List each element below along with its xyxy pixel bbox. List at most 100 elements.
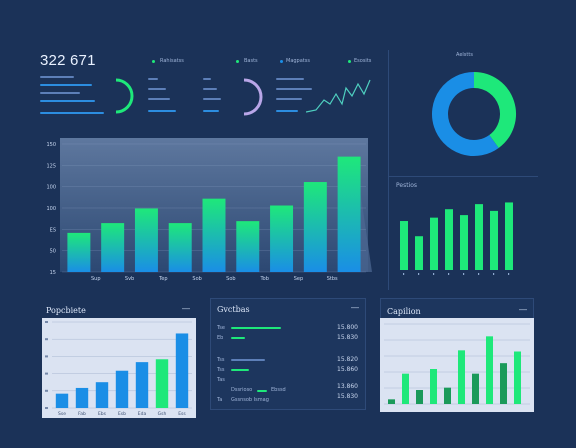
bar	[236, 221, 260, 272]
bottom-left-title: Popcbiete	[46, 306, 86, 315]
y-tick-label	[45, 372, 48, 375]
row-value: 15.830	[337, 393, 358, 400]
bottom-right-bar-chart	[380, 318, 534, 412]
row-label: Ta	[217, 397, 223, 403]
bar	[490, 210, 498, 270]
card-menu-icon[interactable]: —	[351, 303, 359, 312]
card-menu-icon[interactable]: —	[519, 305, 527, 314]
kpi-value: 322 671	[40, 52, 96, 69]
donut-chart	[432, 72, 516, 156]
bar	[95, 382, 109, 408]
donut-title: Aelstts	[456, 52, 473, 58]
footer-label: Ebssd	[271, 387, 286, 393]
x-tick-label: Svb	[125, 276, 134, 282]
bar	[416, 390, 423, 404]
x-tick-label: Ess	[178, 411, 186, 417]
y-tick-label: 100	[46, 206, 56, 212]
x-tick-label: Sob	[192, 276, 201, 282]
bar	[460, 215, 468, 270]
main-bar-chart: 150 125 100 100 ES 50 15 Sup Svb Tep Sob Sob Tob Sep…	[46, 138, 372, 282]
x-tick-label: Sob	[226, 276, 235, 282]
y-tick-label: 150	[46, 142, 56, 148]
x-tick-mark	[493, 273, 495, 275]
top-card-4: Esosits	[348, 56, 388, 70]
row-value: 15.820	[337, 356, 358, 363]
footer-label: Gssnsob Ismag	[231, 397, 269, 403]
x-tick-mark	[418, 273, 420, 275]
x-tick-label: Sse	[58, 411, 66, 417]
x-tick-label: Stbs	[327, 276, 338, 282]
row-value: 15.800	[337, 324, 358, 331]
bar	[337, 156, 361, 272]
x-tick-label: Sup	[91, 276, 101, 282]
sparkline	[306, 79, 371, 113]
bar	[486, 336, 493, 404]
row-value: 13.860	[337, 383, 358, 390]
card-menu-icon[interactable]: —	[182, 304, 190, 313]
bar	[445, 209, 453, 270]
bar	[202, 198, 226, 272]
bar	[430, 217, 438, 270]
bar	[175, 333, 189, 408]
bar	[135, 362, 149, 408]
divider	[388, 50, 389, 290]
y-tick-label: 15	[50, 270, 56, 276]
row-bar	[231, 337, 245, 339]
top-card-legend: Esosits	[354, 58, 372, 64]
legend-dot	[280, 60, 283, 63]
divider	[388, 176, 538, 177]
x-tick-mark	[508, 273, 510, 275]
bottom-left-bar-chart: Sse Fab Ebs Esb Eda Gsh Ess	[42, 318, 196, 418]
legend-dot	[236, 60, 239, 63]
row-bar	[231, 369, 249, 371]
x-tick-label: Fab	[78, 411, 86, 417]
y-tick-label: 125	[46, 163, 56, 169]
bar	[514, 351, 521, 404]
bar	[75, 387, 89, 408]
donut-segment-blue	[432, 72, 499, 156]
donut-segment-green	[473, 72, 516, 148]
bar	[402, 373, 409, 404]
row-label: Tse	[217, 325, 225, 331]
y-tick-label: ES	[50, 227, 56, 233]
bar	[155, 359, 169, 408]
row-value: 15.860	[337, 366, 358, 373]
row-label: Eb	[217, 335, 224, 341]
legend-dot	[348, 60, 351, 63]
kpi-gauge	[115, 78, 134, 114]
y-tick-label	[45, 338, 48, 341]
bar	[388, 399, 395, 404]
x-tick-label: Eda	[138, 411, 147, 417]
right-bar-chart	[400, 202, 513, 275]
x-tick-mark	[463, 273, 465, 275]
y-tick-label	[45, 355, 48, 358]
bar	[101, 223, 125, 272]
bar	[55, 393, 69, 408]
bar	[270, 205, 294, 272]
x-tick-mark	[478, 273, 480, 275]
top-card-legend: Rahisatss	[160, 58, 184, 64]
bar	[400, 221, 408, 270]
row-label: Tss	[217, 367, 225, 373]
kpi-bars	[40, 76, 120, 118]
y-tick-label	[45, 321, 48, 323]
row-label: Tas	[217, 377, 225, 383]
x-tick-label: Tob	[259, 276, 268, 282]
bar	[458, 350, 465, 404]
top-card-1: Rahisatss	[148, 56, 258, 126]
legend-dot	[152, 60, 155, 63]
bar	[500, 363, 507, 404]
bar	[168, 223, 192, 272]
y-tick-label	[45, 407, 48, 409]
footer-label: Dssrioso	[231, 387, 253, 393]
bar	[115, 370, 129, 408]
top-card-legend: Basts	[244, 58, 258, 64]
row-bar	[231, 327, 281, 329]
y-tick-label: 50	[50, 249, 56, 255]
top-card-2: Basts	[232, 56, 272, 126]
bar	[303, 182, 327, 272]
row-bar	[231, 359, 265, 361]
y-tick-label	[45, 389, 48, 392]
y-tick-label: 100	[46, 185, 56, 191]
plot-side	[358, 176, 372, 272]
